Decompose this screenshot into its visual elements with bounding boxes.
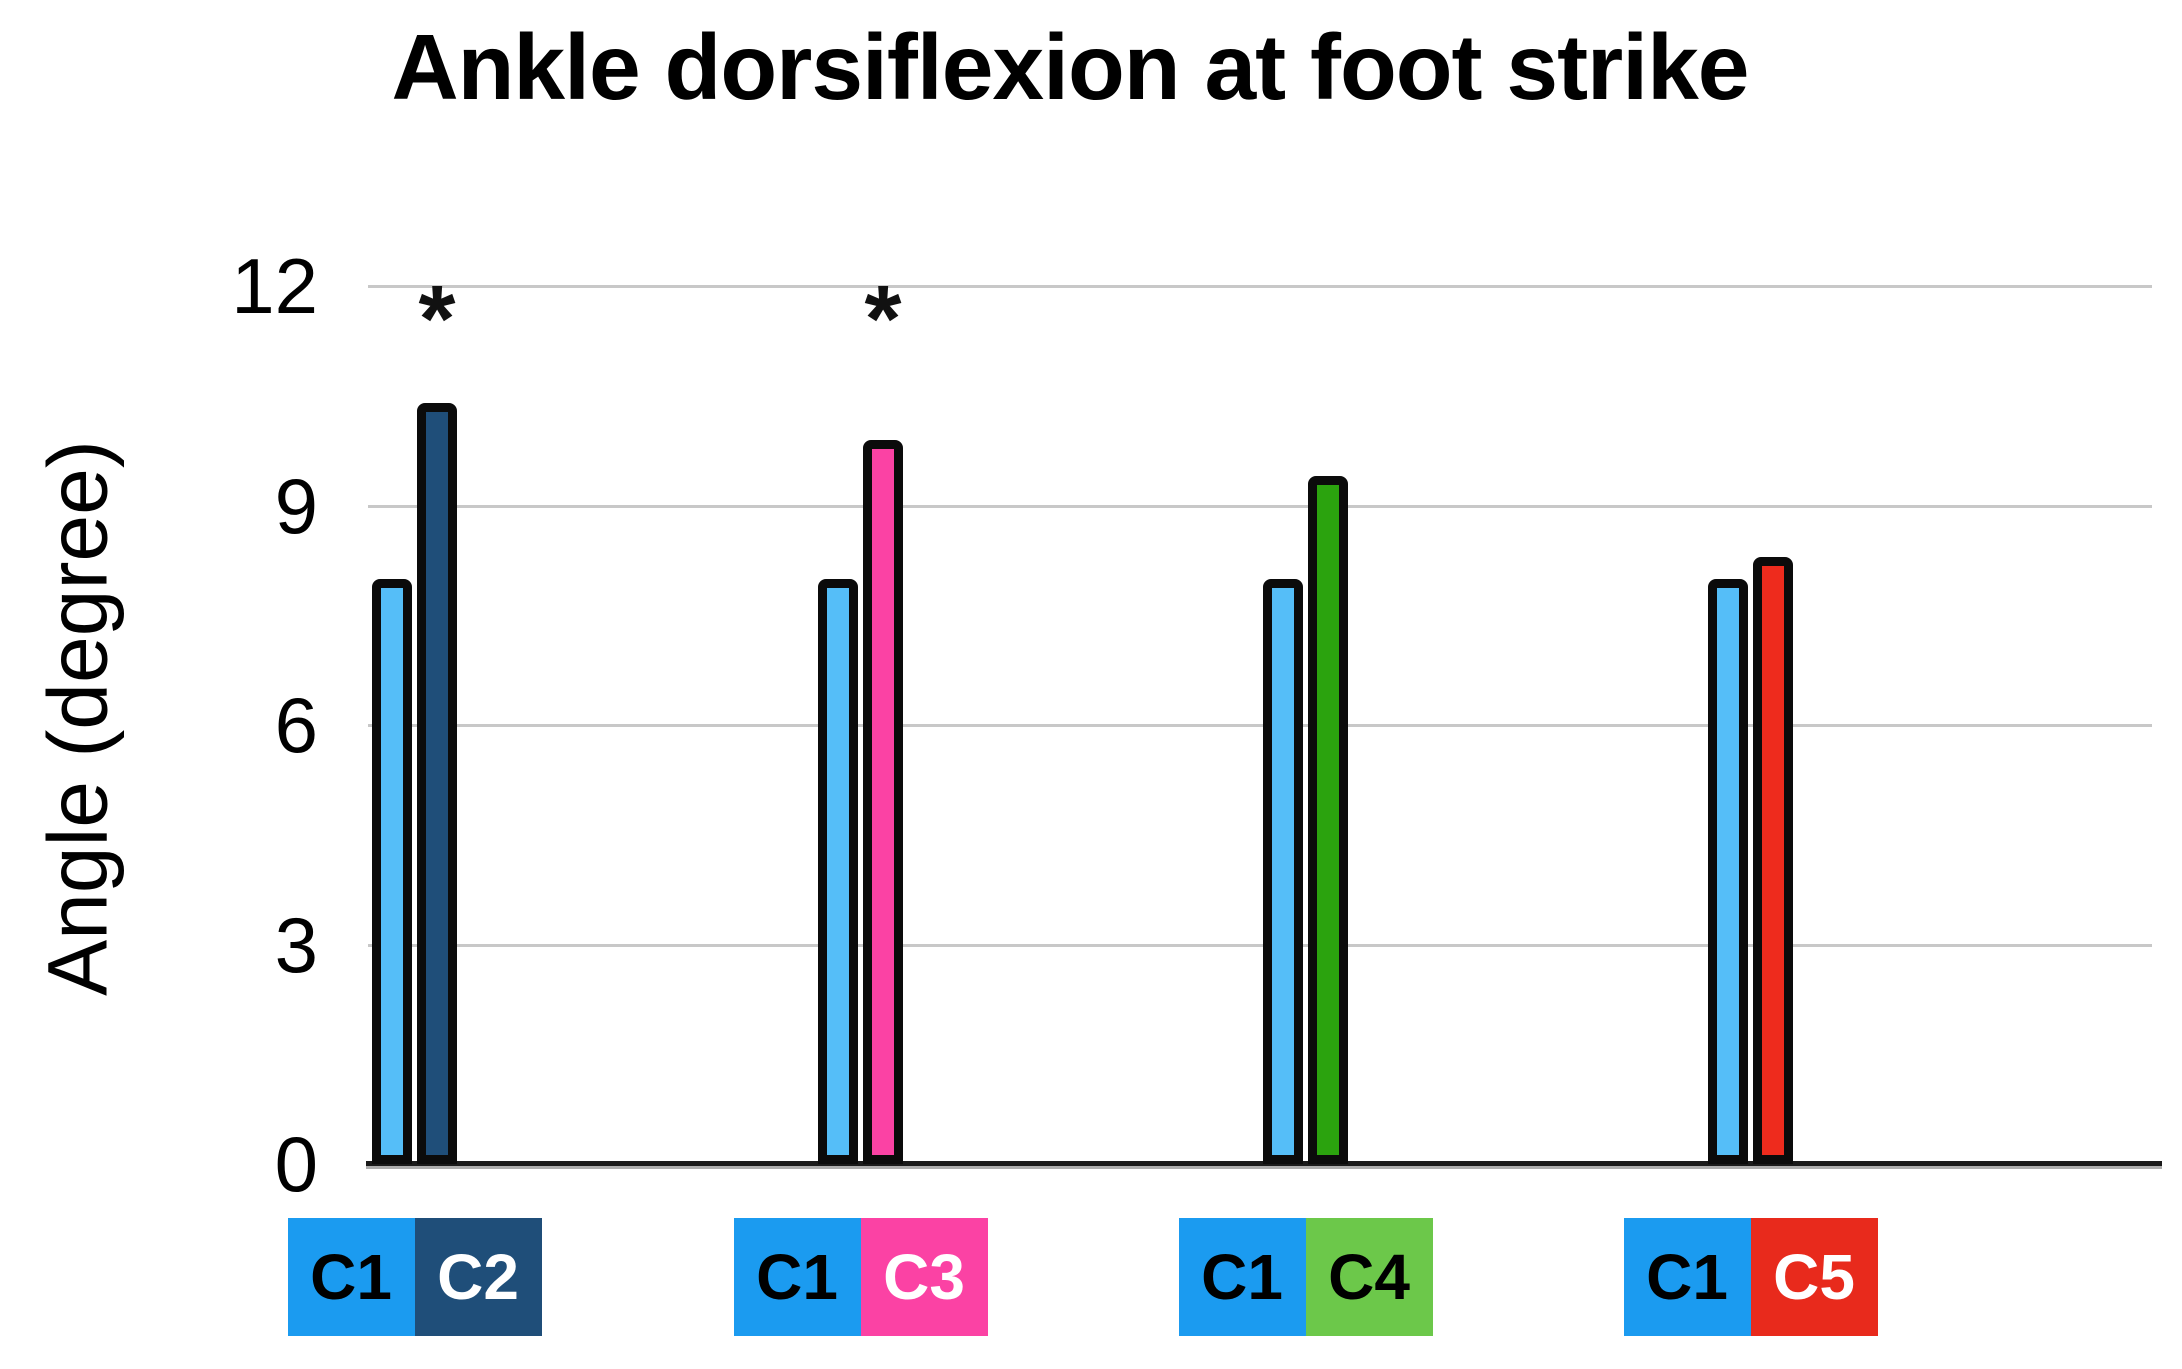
chart-title: Ankle dorsiflexion at foot strike <box>391 15 1749 119</box>
x-label-group-4: C1 C5 <box>1623 1218 1878 1336</box>
bar-c3 <box>863 439 903 1164</box>
bar-c5 <box>1753 556 1793 1164</box>
bar-c1-group1 <box>372 578 412 1164</box>
gridline-3 <box>368 943 2152 947</box>
y-tick-6: 6 <box>274 681 318 769</box>
x-label-c2: C2 <box>414 1218 542 1336</box>
x-label-group-3: C1 C4 <box>1178 1218 1433 1336</box>
bar-c2 <box>417 403 457 1164</box>
significance-marker-c2: * <box>418 266 456 372</box>
y-tick-12: 12 <box>231 242 318 330</box>
bar-c1-group2 <box>818 578 858 1164</box>
x-axis-shadow <box>366 1166 2162 1169</box>
y-axis-label: Angle (degree) <box>30 440 125 996</box>
gridline-12 <box>368 285 2152 288</box>
gridline-9 <box>368 504 2152 508</box>
bar-c4 <box>1308 476 1348 1164</box>
significance-marker-c3: * <box>864 266 902 372</box>
y-tick-3: 3 <box>274 900 318 989</box>
x-label-c1-group2: C1 <box>733 1218 861 1336</box>
x-label-c5: C5 <box>1750 1218 1878 1336</box>
x-label-c1-group3: C1 <box>1178 1218 1306 1336</box>
gridline-6 <box>368 724 2152 727</box>
bar-c1-group3 <box>1263 578 1303 1164</box>
x-label-c4: C4 <box>1305 1218 1433 1336</box>
x-label-c3: C3 <box>860 1218 988 1336</box>
bar-c1-group4 <box>1708 578 1748 1164</box>
y-tick-9: 9 <box>274 461 318 550</box>
x-label-c1-group1: C1 <box>287 1218 415 1336</box>
y-tick-0: 0 <box>274 1120 318 1208</box>
x-label-group-1: C1 C2 <box>287 1218 542 1336</box>
x-label-group-2: C1 C3 <box>733 1218 988 1336</box>
x-label-c1-group4: C1 <box>1623 1218 1751 1336</box>
